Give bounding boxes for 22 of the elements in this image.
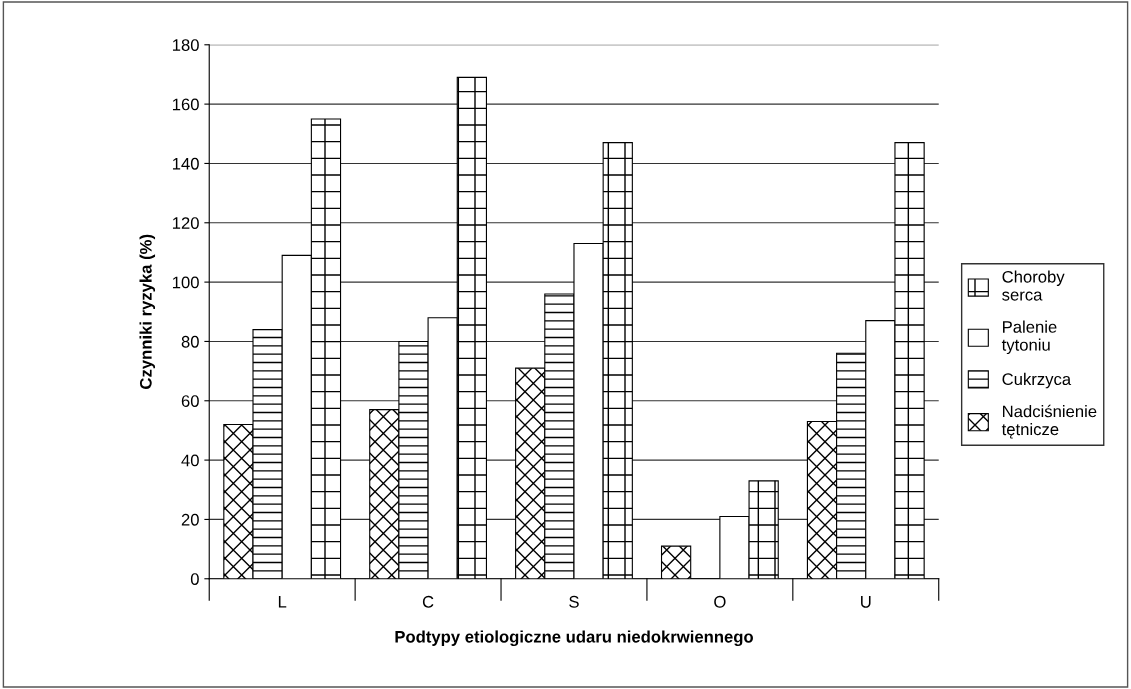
y-axis-title: Czynniki ryzyka (%) [139, 234, 156, 389]
legend-label: Choroby serca [1002, 270, 1065, 301]
x-tick-label: S [569, 595, 579, 608]
legend-label: Palenie tytoniu [1001, 320, 1057, 355]
x-tick-label: U [861, 596, 871, 608]
y-tick-label: 60 [181, 395, 199, 407]
bar [660, 545, 692, 579]
x-axis-title: Podtypy etiologiczne udaru niedokrwiennego [395, 630, 753, 647]
x-tick-label: L [278, 596, 287, 608]
y-tick-label: 20 [181, 513, 199, 526]
y-tick-label: 180 [172, 39, 199, 51]
y-tick-label: 100 [172, 276, 199, 289]
y-tick-label: 40 [181, 454, 199, 467]
x-tick-label: O [714, 595, 726, 608]
legend-label: Nadciśnienie tętnicze [1001, 404, 1097, 439]
y-tick-label: 140 [172, 157, 199, 170]
x-tick-label: C [422, 595, 434, 608]
y-tick-label: 80 [181, 335, 199, 348]
y-tick-label: 0 [190, 573, 199, 585]
y-tick-label: 120 [172, 217, 199, 229]
y-tick-label: 160 [172, 98, 199, 111]
legend-label: Cukrzyca [1002, 372, 1072, 389]
